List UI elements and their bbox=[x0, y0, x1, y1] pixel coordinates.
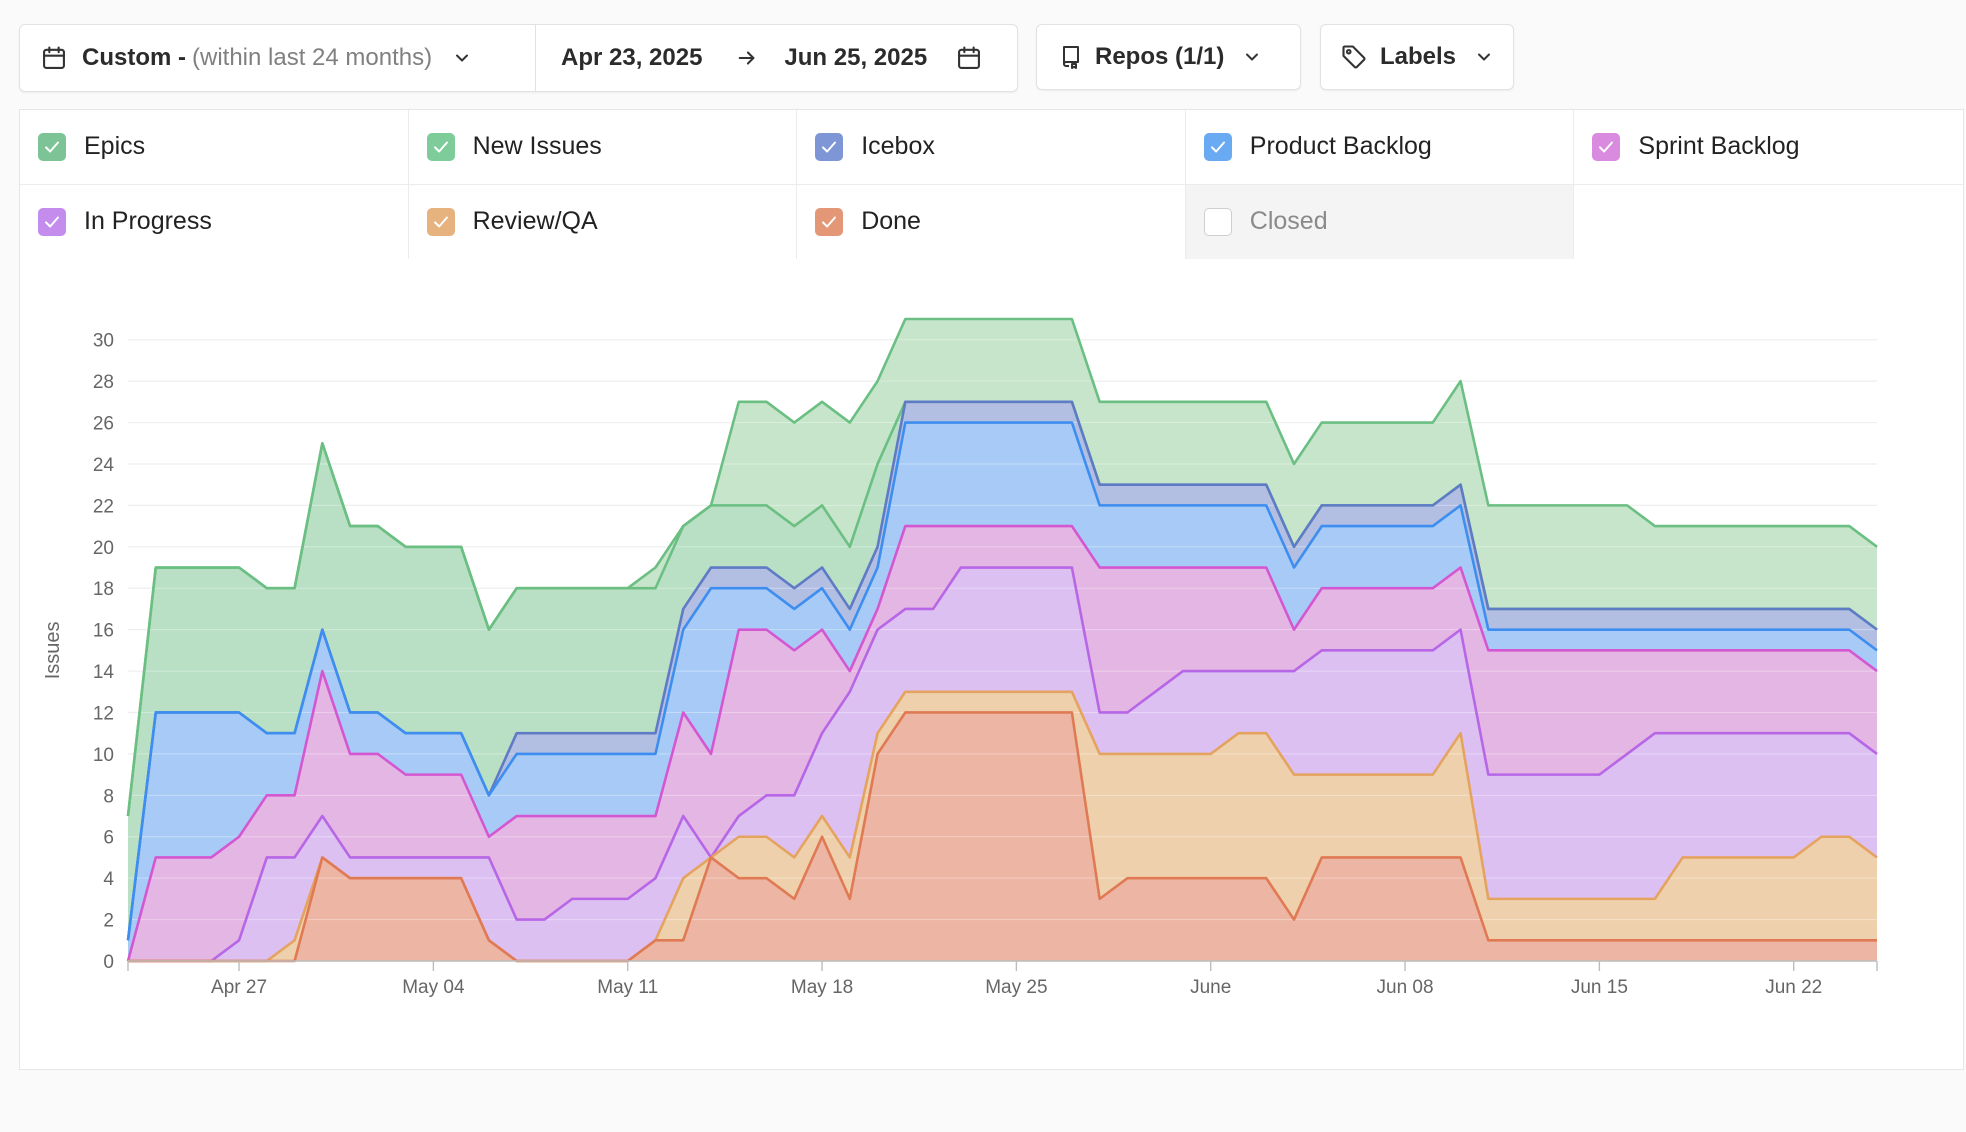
legend-label: In Progress bbox=[84, 207, 212, 236]
legend-item-review-qa[interactable]: Review/QA bbox=[409, 184, 798, 259]
checkbox-checked-icon[interactable] bbox=[815, 132, 844, 161]
legend-label: New Issues bbox=[472, 132, 602, 161]
y-tick-label: 10 bbox=[93, 745, 114, 766]
checkbox-checked-icon[interactable] bbox=[1203, 132, 1232, 161]
y-tick-label: 20 bbox=[93, 538, 114, 559]
y-tick-label: 28 bbox=[93, 372, 114, 393]
legend-item-epics[interactable]: Epics bbox=[20, 110, 409, 185]
date-range-picker: Custom - (within last 24 months) Apr 23,… bbox=[19, 24, 1018, 92]
legend-label: Product Backlog bbox=[1249, 132, 1432, 161]
x-tick-label: May 04 bbox=[402, 977, 465, 998]
legend-item-product-backlog[interactable]: Product Backlog bbox=[1185, 110, 1575, 185]
checkbox-checked-icon[interactable] bbox=[426, 132, 455, 161]
labels-dropdown[interactable]: Labels bbox=[1320, 24, 1514, 90]
x-tick-label: May 11 bbox=[597, 977, 658, 998]
checkbox-checked-icon[interactable] bbox=[426, 207, 455, 236]
end-date[interactable]: Jun 25, 2025 bbox=[784, 44, 928, 71]
checkbox-checked-icon[interactable] bbox=[815, 207, 844, 236]
y-tick-label: 14 bbox=[93, 662, 115, 683]
chevron-down-icon bbox=[1242, 47, 1262, 67]
x-tick-label: Jun 22 bbox=[1765, 977, 1822, 998]
calendar-icon[interactable] bbox=[955, 44, 983, 72]
line-product-backlog bbox=[126, 421, 1878, 941]
chart-panel: 0 2 4 6 8 10 12 14 16 18 20 22 24 26 28 30 Apr 27 May 04 M… bbox=[19, 259, 1964, 1070]
series-legend: Epics New Issues Icebox Product Backlog Spri… bbox=[19, 109, 1964, 260]
legend-item-new-issues[interactable]: New Issues bbox=[408, 110, 798, 185]
legend-item-icebox[interactable]: Icebox bbox=[797, 110, 1186, 185]
repos-dropdown[interactable]: Repos (1/1) bbox=[1036, 24, 1301, 90]
x-tick-label: June bbox=[1190, 977, 1231, 998]
y-axis-label: Issues bbox=[42, 621, 64, 679]
labels-label: Labels bbox=[1380, 43, 1457, 70]
repo-icon bbox=[1059, 44, 1083, 70]
x-tick-label: Apr 27 bbox=[211, 977, 267, 998]
legend-item-done[interactable]: Done bbox=[797, 184, 1186, 259]
line-sprint-backlog bbox=[126, 524, 1878, 962]
x-tick-label: Jun 15 bbox=[1571, 977, 1628, 998]
y-tick-label: 8 bbox=[103, 786, 114, 807]
repos-label: Repos (1/1) bbox=[1095, 43, 1225, 70]
line-done bbox=[128, 711, 1877, 963]
y-tick-label: 6 bbox=[103, 828, 114, 849]
legend-label: Sprint Backlog bbox=[1638, 132, 1800, 161]
y-tick-label: 0 bbox=[103, 952, 114, 973]
x-tick-label: May 18 bbox=[791, 977, 853, 998]
legend-label: Icebox bbox=[861, 132, 935, 161]
y-tick-label: 26 bbox=[93, 414, 114, 435]
y-tick-label: 18 bbox=[93, 579, 114, 600]
legend-item-closed[interactable]: Closed bbox=[1185, 184, 1575, 259]
date-range-inputs[interactable]: Apr 23, 2025 Jun 25, 2025 bbox=[536, 25, 983, 91]
legend-label: Review/QA bbox=[472, 207, 598, 236]
legend-empty-cell bbox=[1574, 184, 1963, 259]
checkbox-checked-icon[interactable] bbox=[38, 132, 66, 161]
chevron-down-icon bbox=[1474, 47, 1494, 67]
area-done bbox=[128, 712, 1877, 961]
checkbox-unchecked-icon[interactable] bbox=[1203, 207, 1232, 236]
legend-label: Epics bbox=[84, 132, 146, 161]
legend-label: Closed bbox=[1249, 207, 1328, 236]
tag-icon bbox=[1340, 43, 1368, 71]
legend-item-in-progress[interactable]: In Progress bbox=[20, 184, 409, 259]
y-tick-label: 4 bbox=[103, 869, 114, 890]
y-tick-label: 24 bbox=[93, 455, 115, 476]
y-tick-label: 22 bbox=[93, 496, 114, 517]
line-in-progress bbox=[128, 566, 1878, 963]
x-tick-label: May 25 bbox=[985, 977, 1047, 998]
date-preset-range: (within last 24 months) bbox=[192, 44, 433, 71]
legend-label: Done bbox=[861, 207, 921, 236]
calendar-icon bbox=[40, 44, 68, 72]
y-tick-label: 2 bbox=[103, 911, 114, 932]
y-tick-label: 12 bbox=[93, 703, 114, 724]
chevron-down-icon bbox=[452, 48, 472, 68]
date-preset-dropdown[interactable]: Custom - (within last 24 months) bbox=[20, 25, 536, 91]
x-tick-label: Jun 08 bbox=[1377, 977, 1434, 998]
y-tick-label: 30 bbox=[93, 331, 114, 352]
checkbox-checked-icon[interactable] bbox=[38, 207, 66, 236]
y-tick-label: 16 bbox=[93, 621, 114, 642]
start-date[interactable]: Apr 23, 2025 bbox=[561, 44, 703, 71]
date-preset-label: Custom - bbox=[82, 44, 186, 71]
legend-item-sprint-backlog[interactable]: Sprint Backlog bbox=[1574, 110, 1963, 185]
arrow-right-icon bbox=[736, 47, 758, 69]
checkbox-checked-icon[interactable] bbox=[1592, 132, 1621, 161]
